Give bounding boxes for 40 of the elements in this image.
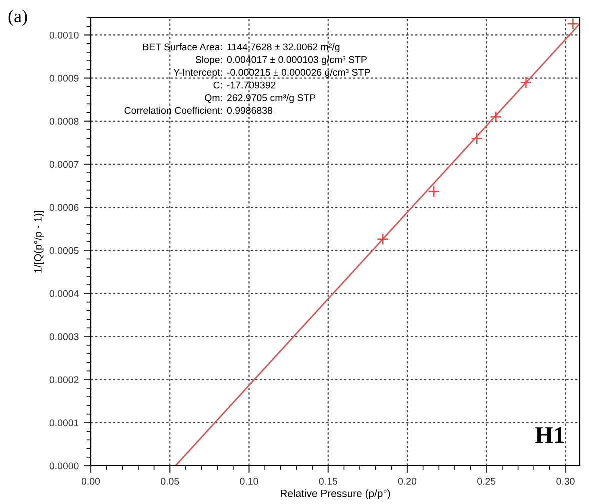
annotation: 0.9986838 (227, 107, 273, 114)
y-tick-label: 0.0004 (50, 290, 79, 298)
x-tick-label: 0.30 (556, 478, 575, 485)
text: (a) (8, 10, 28, 26)
y-tick-label: 0.0005 (50, 247, 79, 254)
y-tick-label: 0.0001 (50, 420, 79, 427)
annotation: C: (214, 82, 222, 89)
x-tick-label: 0.10 (240, 478, 258, 485)
point (471, 132, 484, 145)
point (567, 18, 580, 30)
annotation: -0.000215 ± 0.000026 g/cm³ STP (227, 68, 370, 78)
x-tick-label: 0.00 (82, 478, 100, 485)
point (428, 186, 440, 198)
point (520, 76, 532, 89)
y-tick-label: 0.0007 (50, 161, 79, 168)
y-tick-label: 0.0002 (50, 376, 79, 384)
y-tick-label: 0.0000 (50, 462, 79, 470)
y-tick-label: 0.0008 (50, 118, 79, 126)
annotation: H1 (536, 427, 564, 444)
annotation: Slope: (196, 56, 222, 66)
x-tick-label: 0.25 (478, 478, 496, 485)
x-tick-label: 0.20 (398, 478, 417, 485)
annotation: 1144.7628 ± 32.0062 m²/g (228, 43, 340, 53)
annotation: Y-Intercept: (174, 69, 222, 78)
y-tick-label: 0.0009 (50, 75, 79, 82)
y-tick-label: 0.0010 (50, 32, 79, 39)
annotation: 262.9705 cm³/g STP (227, 94, 316, 104)
annotation: Qm: (205, 94, 222, 104)
annotation: BET Surface Area: (143, 43, 222, 51)
x-axis-title: Relative Pressure (p/p°) (281, 490, 390, 500)
point (377, 233, 390, 246)
y-axis-title: 1/[Q(p°/p - 1)] (34, 211, 44, 273)
x-tick-label: 0.15 (319, 478, 338, 485)
point (490, 111, 502, 124)
x-tick-label: 0.05 (161, 478, 180, 485)
y-tick-label: 0.0006 (50, 204, 79, 212)
annotation: -17.709392 (227, 82, 276, 89)
annotation: 0.004017 ± 0.000103 g/cm³ STP (227, 56, 367, 66)
annotation: Correlation Coefficient: (124, 106, 222, 114)
y-tick-label: 0.0003 (50, 334, 79, 340)
